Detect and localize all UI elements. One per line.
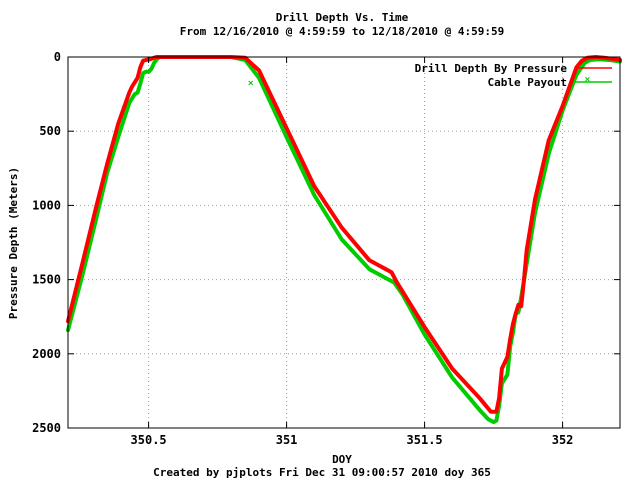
chart-subtitle: From 12/16/2010 @ 4:59:59 to 12/18/2010 … bbox=[180, 25, 505, 38]
series-line-drill-depth-by-pressure bbox=[66, 55, 622, 414]
x-tick-label: 352 bbox=[552, 433, 574, 447]
y-tick-label: 0 bbox=[54, 50, 61, 64]
axis-ticks: 350.5 351 351.5 352 0 500 1000 1500 2000 2500 bbox=[32, 50, 620, 447]
y-tick-label: 1500 bbox=[32, 273, 61, 287]
outlier-mark-stroke bbox=[248, 80, 254, 86]
outlier-point bbox=[585, 76, 590, 82]
chart-title: Drill Depth Vs. Time bbox=[276, 11, 409, 24]
x-axis-label: DOY bbox=[332, 453, 352, 466]
x-tick-label: 351 bbox=[276, 433, 298, 447]
grid-lines bbox=[68, 57, 620, 428]
series-line-cable-payout bbox=[66, 55, 622, 425]
y-tick-label: 2500 bbox=[32, 421, 61, 435]
y-tick-label: 1000 bbox=[32, 198, 61, 212]
outlier-point bbox=[248, 80, 254, 86]
series-layer bbox=[66, 55, 622, 425]
x-tick-label: 350.5 bbox=[131, 433, 167, 447]
legend: Drill Depth By Pressure Cable Payout bbox=[415, 62, 612, 89]
plot-frame bbox=[67, 56, 621, 429]
y-axis-label: Pressure Depth (Meters) bbox=[7, 167, 20, 319]
legend-label-cable-payout: Cable Payout bbox=[488, 76, 567, 89]
chart-footer: Created by pjplots Fri Dec 31 09:00:57 2… bbox=[153, 466, 491, 479]
y-tick-label: 2000 bbox=[32, 347, 61, 361]
outlier-mark-stroke bbox=[585, 76, 590, 82]
x-tick-label: 351.5 bbox=[407, 433, 443, 447]
y-tick-label: 500 bbox=[39, 124, 61, 138]
legend-label-drill-depth: Drill Depth By Pressure bbox=[415, 62, 568, 75]
